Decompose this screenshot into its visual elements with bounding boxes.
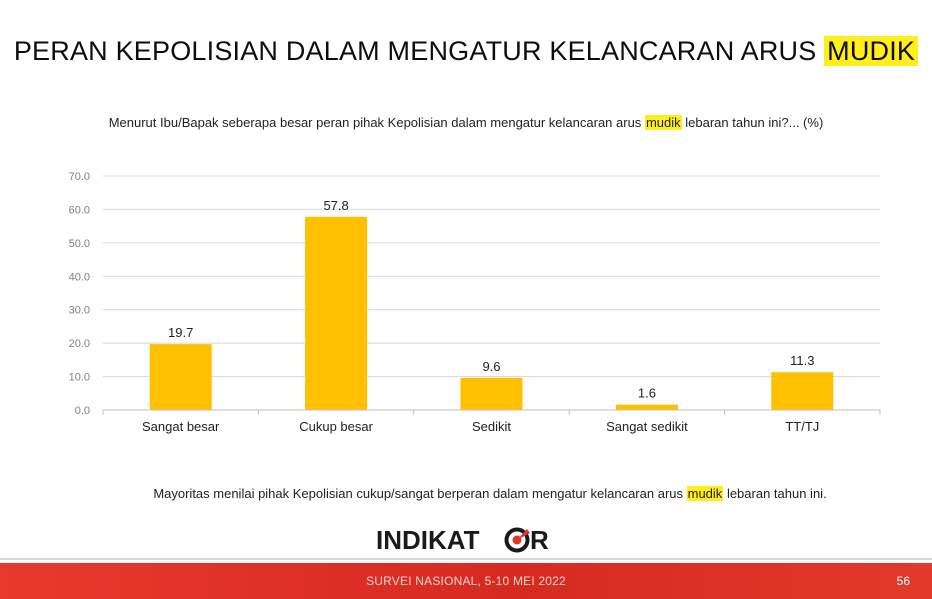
data-label: 9.6 [482, 359, 500, 374]
x-tick-label: Sedikit [472, 419, 511, 434]
x-tick-label: TT/TJ [785, 419, 819, 434]
conclusion-suffix: lebaran tahun ini. [726, 486, 827, 501]
page-title: PERAN KEPOLISIAN DALAM MENGATUR KELANCAR… [0, 36, 932, 67]
indikator-logo: INDIKAT R [376, 525, 549, 555]
x-axis [102, 409, 881, 415]
bar [305, 216, 368, 410]
bar [771, 372, 834, 410]
question-text: Menurut Ibu/Bapak seberapa besar peran p… [108, 115, 642, 130]
data-label: 57.8 [323, 198, 348, 213]
logo-target-icon [504, 527, 530, 553]
data-label: 11.3 [790, 353, 814, 368]
question-highlight: mudik [644, 115, 682, 130]
bar [149, 344, 212, 410]
question-suffix: lebaran tahun ini?... (%) [685, 115, 824, 130]
y-tick-label: 40.0 [69, 271, 90, 283]
y-tick-label: 10.0 [69, 372, 90, 384]
conclusion-text: Mayoritas menilai pihak Kepolisian cukup… [0, 486, 932, 501]
y-tick-label: 60.0 [69, 204, 90, 216]
y-axis-ticks: 0.0 10.0 20.0 30.0 40.0 50.0 60.0 70.0 [69, 171, 90, 417]
y-tick-label: 50.0 [69, 238, 90, 250]
y-tick-label: 0.0 [75, 405, 90, 417]
x-tick-label: Sangat besar [142, 419, 220, 434]
y-tick-label: 20.0 [69, 338, 90, 350]
chart-gridlines [103, 175, 880, 378]
y-tick-label: 30.0 [69, 305, 90, 317]
bar-chart: 0.0 10.0 20.0 30.0 40.0 50.0 60.0 70.0 19.7 57.8… [69, 171, 881, 434]
bar [615, 404, 678, 410]
footer-bar: SURVEI NASIONAL, 5-10 MEI 2022 56 [0, 563, 932, 599]
page-title-highlight: MUDIK [824, 36, 919, 66]
conclusion-main: Mayoritas menilai pihak Kepolisian cukup… [153, 486, 683, 501]
x-tick-label: Cukup besar [299, 419, 373, 434]
chart-bars [149, 216, 834, 410]
x-axis-labels: Sangat besar Cukup besar Sedikit Sangat sed… [142, 419, 819, 434]
logo-text-right: R [530, 525, 549, 555]
chart-question: Menurut Ibu/Bapak seberapa besar peran p… [0, 115, 932, 130]
page-number: 56 [896, 574, 910, 588]
logo-text-left: INDIKAT [376, 525, 480, 555]
footer-survey-text: SURVEI NASIONAL, 5-10 MEI 2022 [366, 574, 566, 588]
y-tick-label: 70.0 [69, 171, 90, 183]
conclusion-highlight: mudik [686, 486, 724, 501]
data-label: 1.6 [638, 386, 656, 401]
page-title-main: PERAN KEPOLISIAN DALAM MENGATUR KELANCAR… [13, 36, 817, 66]
bar [460, 377, 523, 410]
data-labels: 19.7 57.8 9.6 1.6 11.3 [168, 198, 814, 401]
data-label: 19.7 [168, 325, 193, 340]
footer-divider [0, 558, 932, 560]
x-tick-label: Sangat sedikit [606, 419, 688, 434]
